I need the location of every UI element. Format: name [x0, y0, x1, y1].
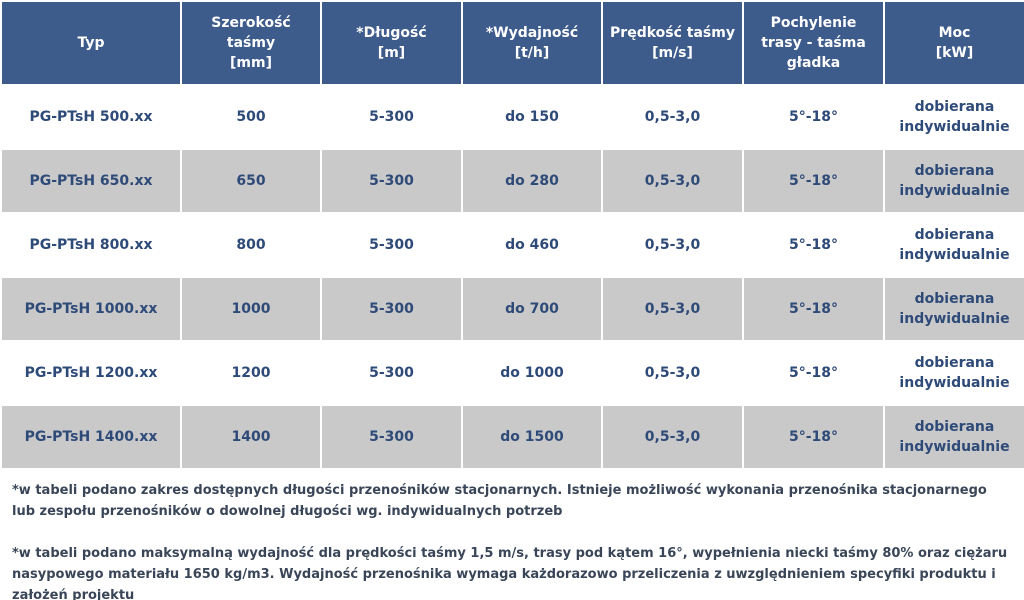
- header-text: taśmy: [226, 35, 276, 51]
- table-cell: 5°-18°: [742, 340, 885, 406]
- table-cell: do 280: [461, 148, 603, 214]
- table-cell: 800: [180, 212, 322, 278]
- table-cell: do 150: [461, 84, 603, 150]
- table-cell: 5-300: [320, 148, 463, 214]
- header-text: [m]: [377, 45, 406, 61]
- table-row: PG-PTsH 1200.xx 1200 5-300 do 1000 0,5-3,0 5°…: [0, 340, 1024, 406]
- header-text: Moc: [938, 25, 971, 41]
- header-cell: Szerokość taśmy [mm]: [180, 0, 322, 86]
- table-cell: 5°-18°: [742, 404, 885, 470]
- table-cell: 500: [180, 84, 322, 150]
- table-row: PG-PTsH 650.xx 650 5-300 do 280 0,5-3,0 5°-18…: [0, 148, 1024, 214]
- table-cell: 0,5-3,0: [601, 84, 744, 150]
- table-cell: dobierana indywidualnie: [883, 340, 1024, 406]
- header-row: Typ Szerokość taśmy [mm] *Długość [m] *Wydajno…: [0, 0, 1024, 86]
- table-cell: 1200: [180, 340, 322, 406]
- table-cell: 650: [180, 148, 322, 214]
- table-cell: do 1000: [461, 340, 603, 406]
- header-text: [mm]: [230, 55, 272, 71]
- table-cell: PG-PTsH 1200.xx: [0, 340, 182, 406]
- table-cell: 0,5-3,0: [601, 212, 744, 278]
- table-cell: dobierana indywidualnie: [883, 276, 1024, 342]
- table-cell: 0,5-3,0: [601, 404, 744, 470]
- table-cell: PG-PTsH 1400.xx: [0, 404, 182, 470]
- header-text: trasy - taśma: [761, 35, 866, 51]
- table-cell: PG-PTsH 800.xx: [0, 212, 182, 278]
- table-cell: PG-PTsH 1000.xx: [0, 276, 182, 342]
- header-text: gładka: [786, 55, 841, 71]
- table-cell: 5-300: [320, 84, 463, 150]
- header-cell: *Długość [m]: [320, 0, 463, 86]
- table-cell: PG-PTsH 500.xx: [0, 84, 182, 150]
- table-cell: dobierana indywidualnie: [883, 212, 1024, 278]
- header-cell: Pochylenie trasy - taśma gładka: [742, 0, 885, 86]
- table-row: PG-PTsH 1400.xx 1400 5-300 do 1500 0,5-3,0 5°…: [0, 404, 1024, 470]
- table-cell: PG-PTsH 650.xx: [0, 148, 182, 214]
- header-text: [t/h]: [514, 45, 550, 61]
- table-cell: 0,5-3,0: [601, 276, 744, 342]
- note: *w tabeli podano maksymalną wydajność dl…: [12, 546, 1008, 600]
- header-cell: Moc [kW]: [883, 0, 1024, 86]
- table-cell: dobierana indywidualnie: [883, 148, 1024, 214]
- table-cell: do 1500: [461, 404, 603, 470]
- table-cell: 5°-18°: [742, 148, 885, 214]
- table-cell: do 700: [461, 276, 603, 342]
- table-row: PG-PTsH 500.xx 500 5-300 do 150 0,5-3,0 5°-18…: [0, 84, 1024, 150]
- table-cell: 5-300: [320, 276, 463, 342]
- table-cell: dobierana indywidualnie: [883, 404, 1024, 470]
- table-cell: do 460: [461, 212, 603, 278]
- header-text: Typ: [77, 35, 105, 51]
- header-text: [kW]: [935, 45, 974, 61]
- notes: *w tabeli podano zakres dostępnych długo…: [0, 470, 1024, 600]
- table-cell: 5-300: [320, 212, 463, 278]
- table-cell: 0,5-3,0: [601, 340, 744, 406]
- table-cell: 5-300: [320, 340, 463, 406]
- spec-table: Typ Szerokość taśmy [mm] *Długość [m] *Wydajno…: [0, 0, 1024, 470]
- table-cell: 5°-18°: [742, 212, 885, 278]
- table-cell: 0,5-3,0: [601, 148, 744, 214]
- table-cell: 1000: [180, 276, 322, 342]
- header-cell: *Wydajność [t/h]: [461, 0, 603, 86]
- header-text: [m/s]: [652, 45, 693, 61]
- table-body: PG-PTsH 500.xx 500 5-300 do 150 0,5-3,0 5°-18…: [0, 84, 1024, 470]
- table-cell: 5°-18°: [742, 84, 885, 150]
- header-cell: Prędkość taśmy [m/s]: [601, 0, 744, 86]
- table-row: PG-PTsH 1000.xx 1000 5-300 do 700 0,5-3,0 5°-…: [0, 276, 1024, 342]
- header-text: Pochylenie: [770, 15, 857, 31]
- header-text: *Długość: [356, 25, 427, 41]
- table-row: PG-PTsH 800.xx 800 5-300 do 460 0,5-3,0 5°-18…: [0, 212, 1024, 278]
- table-cell: dobierana indywidualnie: [883, 84, 1024, 150]
- table-cell: 5°-18°: [742, 276, 885, 342]
- header-text: Prędkość taśmy: [610, 25, 735, 41]
- header-text: Szerokość: [211, 15, 291, 31]
- table-cell: 1400: [180, 404, 322, 470]
- header-text: *Wydajność: [485, 25, 579, 41]
- table-cell: 5-300: [320, 404, 463, 470]
- note: *w tabeli podano zakres dostępnych długo…: [12, 483, 987, 519]
- header-cell: Typ: [0, 0, 182, 86]
